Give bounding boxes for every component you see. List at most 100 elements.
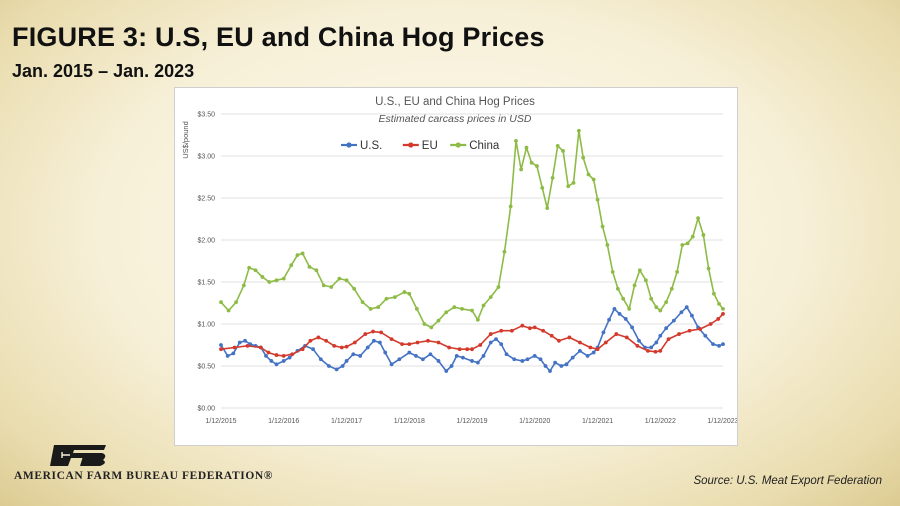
series-group bbox=[219, 128, 725, 373]
data-point-eu bbox=[290, 352, 295, 357]
data-point-eu bbox=[389, 337, 394, 342]
y-tick-label: $0.00 bbox=[197, 406, 215, 413]
data-point-us bbox=[525, 357, 530, 362]
data-point-eu bbox=[595, 347, 600, 352]
legend-item-us: U.S. bbox=[341, 140, 382, 152]
data-point-eu bbox=[614, 332, 619, 336]
data-point-us bbox=[311, 347, 315, 352]
data-point-eu bbox=[478, 343, 483, 347]
data-point-china bbox=[610, 270, 615, 274]
data-point-china bbox=[605, 243, 610, 247]
data-point-china bbox=[289, 263, 294, 268]
data-point-eu bbox=[698, 327, 703, 331]
data-point-china bbox=[234, 300, 239, 305]
x-tick-labels: 1/12/2015 1/12/2016 1/12/2017 1/12/2018 1/12… bbox=[205, 418, 737, 425]
data-point-eu bbox=[577, 340, 582, 345]
data-point-china bbox=[581, 155, 586, 160]
data-point-china bbox=[555, 144, 560, 148]
chart-title: U.S., EU and China Hog Prices bbox=[375, 96, 535, 108]
data-point-eu bbox=[352, 340, 357, 345]
data-point-china bbox=[502, 249, 507, 254]
data-point-china bbox=[488, 295, 493, 300]
legend-marker bbox=[346, 142, 352, 148]
data-point-us bbox=[721, 342, 725, 347]
data-point-us bbox=[481, 354, 486, 358]
data-point-us bbox=[248, 342, 253, 347]
data-point-china bbox=[545, 206, 550, 210]
data-point-us bbox=[564, 362, 569, 367]
data-point-us bbox=[504, 352, 509, 357]
data-point-china bbox=[241, 283, 246, 288]
data-point-us bbox=[219, 343, 223, 347]
gridlines bbox=[221, 113, 723, 409]
data-point-china bbox=[675, 270, 680, 274]
data-point-china bbox=[460, 306, 464, 311]
data-point-china bbox=[407, 291, 412, 296]
data-point-us bbox=[334, 367, 339, 372]
data-point-china bbox=[274, 278, 279, 283]
data-point-china bbox=[219, 300, 223, 305]
data-point-eu bbox=[567, 335, 572, 340]
data-point-china bbox=[444, 310, 449, 315]
data-point-us bbox=[637, 338, 641, 343]
data-point-us bbox=[274, 362, 279, 367]
data-point-eu bbox=[646, 348, 650, 353]
data-point-china bbox=[711, 291, 716, 296]
data-point-china bbox=[600, 224, 605, 229]
data-point-us bbox=[654, 340, 659, 345]
data-point-china bbox=[654, 305, 659, 310]
data-point-us bbox=[420, 357, 425, 362]
y-axis-label: US$/pound bbox=[181, 121, 190, 159]
data-point-eu bbox=[316, 335, 321, 340]
data-point-china bbox=[281, 276, 286, 281]
data-point-china bbox=[591, 177, 596, 182]
data-point-china bbox=[247, 265, 252, 270]
data-point-us bbox=[397, 357, 402, 362]
y-tick-label: $2.50 bbox=[197, 196, 215, 203]
data-point-us bbox=[414, 354, 418, 358]
data-point-eu bbox=[708, 322, 713, 326]
data-point-eu bbox=[324, 338, 329, 343]
legend-label: China bbox=[469, 140, 500, 152]
data-point-china bbox=[392, 295, 397, 300]
data-point-china bbox=[649, 296, 654, 301]
data-point-us bbox=[378, 340, 382, 345]
x-tick-label: 1/12/2016 bbox=[268, 418, 299, 425]
data-point-us bbox=[553, 360, 558, 365]
legend-marker bbox=[455, 142, 461, 148]
data-point-eu bbox=[635, 343, 640, 348]
data-point-us bbox=[570, 355, 575, 360]
data-point-eu bbox=[488, 332, 493, 336]
data-point-us bbox=[383, 350, 388, 355]
data-point-us bbox=[444, 369, 449, 373]
data-point-us bbox=[577, 348, 582, 353]
data-point-eu bbox=[457, 347, 462, 352]
data-point-eu bbox=[300, 347, 305, 352]
data-point-us bbox=[717, 343, 721, 348]
data-point-us bbox=[358, 354, 363, 358]
data-point-china bbox=[669, 286, 674, 291]
x-tick-label: 1/12/2015 bbox=[205, 418, 236, 425]
data-point-china bbox=[701, 233, 706, 237]
data-point-eu bbox=[344, 344, 349, 349]
data-point-eu bbox=[557, 338, 561, 343]
data-point-us bbox=[711, 342, 715, 347]
series-eu bbox=[219, 312, 725, 358]
data-point-china bbox=[475, 317, 480, 322]
data-point-china bbox=[253, 268, 258, 273]
data-point-eu bbox=[332, 343, 337, 348]
data-point-us bbox=[281, 359, 286, 363]
data-point-china bbox=[307, 264, 312, 269]
data-point-china bbox=[566, 184, 571, 189]
data-point-eu bbox=[447, 345, 452, 350]
data-point-us bbox=[684, 305, 689, 310]
data-point-eu bbox=[371, 329, 375, 334]
data-point-china bbox=[627, 306, 632, 311]
data-point-china bbox=[535, 164, 539, 168]
data-point-us bbox=[591, 350, 596, 355]
data-point-china bbox=[481, 303, 486, 308]
data-point-china bbox=[314, 268, 319, 273]
data-point-us bbox=[475, 360, 480, 365]
data-point-us bbox=[630, 325, 635, 330]
data-point-china bbox=[436, 318, 441, 323]
